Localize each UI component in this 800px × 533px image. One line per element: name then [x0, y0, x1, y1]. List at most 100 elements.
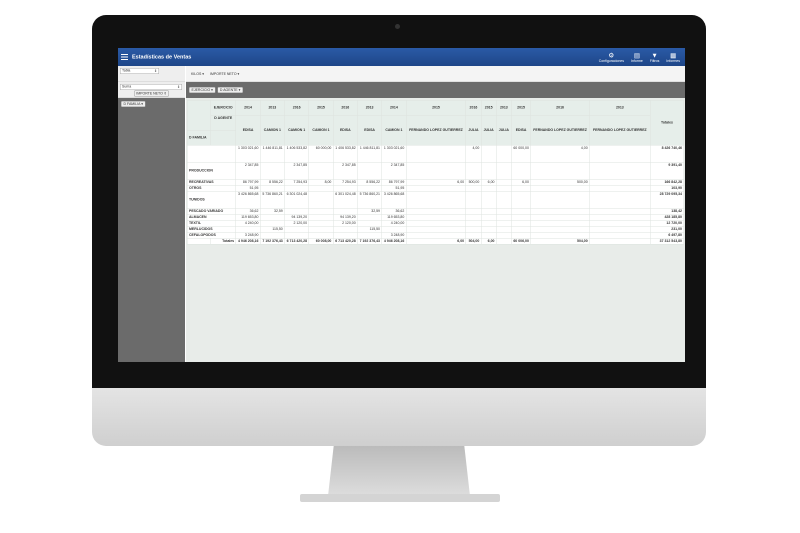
- cell-value: 6 301 024,48: [284, 191, 310, 209]
- app-header: Estadísticas de Ventas ⚙ Configuraciones …: [118, 48, 685, 66]
- col-total: [495, 238, 512, 245]
- cell-value: 60 000,00: [308, 145, 334, 163]
- col-header-year: 2015: [480, 100, 497, 116]
- table-row: 1 303 021,60 1 446 811,81 1 406 533,82 60 0…: [186, 145, 685, 163]
- cell-value: 6 301 024,48: [332, 191, 358, 209]
- col-header-agent: EDISA: [511, 115, 531, 146]
- col-total: 60 006,00: [511, 238, 531, 245]
- row-label: PRODUCCION: [186, 162, 237, 180]
- col-header-year: 2015: [511, 100, 531, 116]
- totals-row: Totales 4 946 208,16 7 192 376,43 6 713 420…: [187, 238, 685, 245]
- col-header-agent: EDISA: [332, 115, 358, 146]
- table-row: RECREATIVAS 86 797,99 8 556,22 7 254,93 8,00…: [186, 179, 685, 186]
- pivot-area: KILOS ▾ IMPORTE NETO ▾ EJERCICIO ▾ D AGE…: [186, 66, 685, 362]
- aggregator-field-select[interactable]: IMPORTE NETO ⇕: [133, 90, 170, 97]
- config-button[interactable]: ⚙ Configuraciones: [598, 51, 624, 63]
- col-attr-label: D AGENTE: [210, 115, 237, 131]
- cell-value: 5 736 860,21: [259, 191, 285, 209]
- col-total: 6 713 420,28: [332, 238, 358, 245]
- table-row: PESCADO VARIADO 36,62 32,59 32,59 36,62 138,4…: [186, 208, 685, 215]
- gears-icon: ⚙: [608, 51, 615, 59]
- header-row-agente: D AGENTE EDISA CAMION 1 CAMION 1 CAMION 1 EDI…: [187, 115, 684, 146]
- field-kilos[interactable]: KILOS ▾: [189, 71, 207, 77]
- cell-value: [495, 191, 512, 209]
- cell-value: [530, 191, 590, 209]
- cell-value: 1 406 533,82: [284, 145, 310, 163]
- cell-value: [465, 162, 482, 180]
- reports-icon: ▦: [670, 51, 677, 59]
- col-header-year: 2013: [589, 100, 651, 116]
- header-row-ejercicio: EJERCICIO 2014 2013 2016 2015 2016 2013 2014 201…: [187, 100, 685, 146]
- cell-value: [480, 162, 497, 180]
- col-field-d-agente[interactable]: D AGENTE ▾: [217, 87, 243, 93]
- unused-fields: KILOS ▾ IMPORTE NETO ▾: [186, 66, 685, 82]
- cell-value: [405, 145, 467, 163]
- cell-value: 1 303 021,60: [381, 145, 407, 163]
- col-header-agent: EDISA: [235, 115, 261, 146]
- pivot-table: EJERCICIO 2014 2013 2016 2015 2016 2013 2014 201…: [186, 100, 685, 245]
- cell-value: 4,00: [530, 145, 590, 163]
- col-total: 6,00: [405, 238, 467, 245]
- cell-value: 4,00: [465, 145, 482, 163]
- informe-button[interactable]: ▤ Informe: [630, 51, 643, 63]
- cell-value: [530, 162, 590, 180]
- col-field-ejercicio[interactable]: EJERCICIO ▾: [189, 87, 216, 93]
- filtros-button[interactable]: ▼ Filtros: [649, 51, 660, 63]
- cell-value: 3 426 865,68: [381, 191, 407, 209]
- cell-value: [308, 191, 334, 209]
- col-total: [589, 238, 651, 245]
- screen: Estadísticas de Ventas ⚙ Configuraciones …: [118, 48, 685, 362]
- col-header-year: 2014: [235, 100, 261, 116]
- col-header-year: 2016: [530, 100, 590, 116]
- cell-value: [589, 191, 651, 209]
- col-total: 60 008,00: [308, 238, 334, 245]
- cell-value: 60 000,00: [511, 145, 531, 163]
- col-header-agent: JULIA: [495, 115, 512, 146]
- col-header-agent: CAMION 1: [259, 115, 285, 146]
- cell-value: [357, 162, 383, 180]
- column-fields: EJERCICIO ▾ D AGENTE ▾: [186, 82, 685, 98]
- app-title: Estadísticas de Ventas: [132, 54, 192, 60]
- informes-button[interactable]: ▦ Informes: [666, 51, 680, 63]
- cell-value: [589, 145, 651, 163]
- empty-cell: [187, 238, 211, 245]
- col-header-agent: FERNANDO LOPEZ GUTIERREZ: [405, 115, 467, 146]
- col-header-year: 2016: [284, 100, 310, 116]
- cell-value: [511, 162, 531, 180]
- row-total: 28 729 095,34: [649, 191, 685, 209]
- grand-total: 37 312 543,80: [649, 238, 685, 245]
- left-panel: Tabla ⇕ Suma ⇕ IMPORTE NETO ⇕ D FAMILIA ▾: [118, 66, 185, 362]
- cell-value: [495, 145, 512, 163]
- col-total: 4 946 208,16: [235, 238, 261, 245]
- col-header-agent: EDISA: [357, 115, 383, 146]
- renderer-select[interactable]: Tabla ⇕: [120, 68, 159, 74]
- col-header-agent: FERNANDO LOPEZ GUTIERREZ: [530, 115, 590, 146]
- table-row: PRODUCCION 2 347,85 2 347,85 2 347,85 2 347,…: [186, 162, 685, 180]
- row-total: 8 426 740,46: [649, 145, 685, 163]
- col-total: 4 946 208,16: [381, 238, 407, 245]
- col-total: 7 192 376,43: [259, 238, 285, 245]
- col-total: 6,00: [480, 238, 497, 245]
- cell-value: 1 446 811,81: [357, 145, 383, 163]
- col-header-agent: CAMION 1: [381, 115, 407, 146]
- col-total: 7 192 376,43: [357, 238, 383, 245]
- col-total: 504,00: [530, 238, 590, 245]
- menu-icon[interactable]: [121, 53, 128, 62]
- field-importe-neto[interactable]: IMPORTE NETO ▾: [208, 71, 242, 77]
- row-attr-label: D FAMILIA: [187, 130, 211, 146]
- row-field-d-familia[interactable]: D FAMILIA ▾: [121, 101, 146, 107]
- col-total: 504,00: [465, 238, 482, 245]
- aggregator-select[interactable]: Suma ⇕: [120, 84, 182, 90]
- col-header-year: 2016: [332, 100, 358, 116]
- cell-value: [480, 145, 497, 163]
- cell-value: [308, 162, 334, 180]
- totals-header: Totales: [649, 100, 685, 146]
- cell-value: [405, 191, 467, 209]
- camera: [395, 24, 400, 29]
- row-label: TUNIDOS: [186, 191, 237, 209]
- filter-icon: ▼: [651, 51, 658, 59]
- cell-value: 3 426 865,68: [235, 191, 261, 209]
- col-header-year: 2013: [357, 100, 383, 116]
- col-header-agent: FERNANDO LOPEZ GUTIERREZ: [589, 115, 651, 146]
- corner-cell: [187, 100, 211, 131]
